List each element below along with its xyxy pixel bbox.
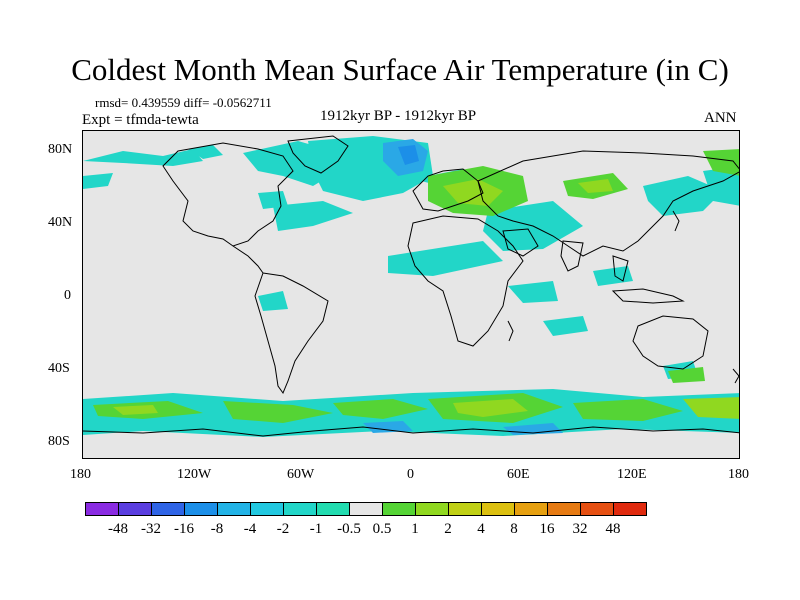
x-tick-0: 0 [407,467,414,482]
anomaly-patch [668,367,705,383]
colorbar-swatch [350,503,383,515]
anomaly-patch [443,179,503,206]
anomaly-patch [258,291,288,311]
antarctica-coast [83,426,739,437]
x-tick-180w: 180 [70,467,91,482]
anomaly-patch [593,266,633,286]
colorbar-swatch [251,503,284,515]
x-tick-120w: 120W [177,467,212,482]
colorbar-label: 32 [572,521,588,537]
x-tick-180e: 180 [728,467,749,482]
colorbar-swatch [218,503,251,515]
colorbar-swatch [548,503,581,515]
anomaly-patch [188,145,223,159]
colorbar [85,502,647,516]
y-tick-40s: 40S [48,361,70,376]
anomaly-patch [543,316,588,336]
anomaly-fields [83,136,739,437]
colorbar-label: 0.5 [372,521,392,537]
colorbar-swatch [317,503,350,515]
anomaly-patch [683,397,739,419]
x-tick-120e: 120E [617,467,647,482]
colorbar-swatch [383,503,416,515]
colorbar-swatch [185,503,218,515]
colorbar-swatch [482,503,515,515]
colorbar-label: -16 [174,521,194,537]
x-tick-60w: 60W [287,467,315,482]
anomaly-patch [398,145,419,165]
anomaly-patch [363,421,413,433]
colorbar-label: -0.5 [337,521,361,537]
madagascar-coast [507,320,514,342]
colorbar-swatch [515,503,548,515]
y-tick-80n: 80N [48,142,73,157]
colorbar-label: 8 [510,521,518,537]
y-tick-40n: 40N [48,215,73,230]
x-tick-60e: 60E [507,467,530,482]
colorbar-swatch [614,503,646,515]
anomaly-patch [258,191,288,209]
anomaly-patch [508,281,558,303]
anomaly-patch [273,201,353,231]
australia-coast [632,315,709,370]
y-tick-0: 0 [64,288,71,303]
colorbar-label: -4 [243,521,257,537]
colorbar-label: 4 [477,521,485,537]
colorbar-swatch [449,503,482,515]
india-coast [560,240,584,272]
colorbar-swatch [581,503,614,515]
anomaly-patch [453,399,528,417]
y-tick-80s: 80S [48,434,70,449]
colorbar-label: 1 [411,521,419,537]
southeast-asia-coast [612,255,629,282]
anomaly-patch [83,173,113,189]
colorbar-swatch [119,503,152,515]
colorbar-label: 16 [539,521,555,537]
colorbar-label: -8 [210,521,224,537]
anomaly-patch [333,399,428,419]
north-america-coast [162,142,294,247]
experiment-label: Expt = tfmda-tewta [82,112,199,128]
japan-coast [672,210,680,232]
season-label: ANN [704,110,737,126]
colorbar-label: -1 [309,521,323,537]
colorbar-label: 48 [605,521,621,537]
temperature-anomaly-map [83,135,739,437]
colorbar-swatch [284,503,317,515]
anomaly-patch [703,166,739,206]
colorbar-label: -2 [276,521,290,537]
anomaly-patch [573,399,683,421]
new-zealand-coast [732,368,739,384]
coastlines [83,135,739,437]
anomaly-patch [113,405,158,415]
anomaly-patch [223,401,333,423]
anomaly-patch [83,389,739,437]
asia-coast [477,150,739,257]
anomaly-patch [388,241,503,276]
map-panel [82,130,740,459]
colorbar-swatch [86,503,119,515]
south-america-coast [254,272,329,395]
colorbar-label: -48 [108,521,128,537]
europe-coast [412,168,484,212]
anomaly-patch [703,149,739,176]
indonesia-coast [611,288,685,304]
colorbar-swatch [416,503,449,515]
central-america-coast [232,245,264,274]
anomaly-patch [578,179,613,193]
map-title: Coldest Month Mean Surface Air Temperatu… [71,52,729,87]
period-label: 1912kyr BP - 1912kyr BP [320,108,477,124]
greenland-coast [287,135,349,174]
rmsd-label: rmsd= 0.439559 diff= -0.0562711 [95,95,272,110]
colorbar-swatch [152,503,185,515]
africa-coast [407,215,524,347]
anomaly-patch [83,149,203,166]
colorbar-label: 2 [444,521,452,537]
arabia-coast [502,228,539,257]
colorbar-label: -32 [141,521,161,537]
